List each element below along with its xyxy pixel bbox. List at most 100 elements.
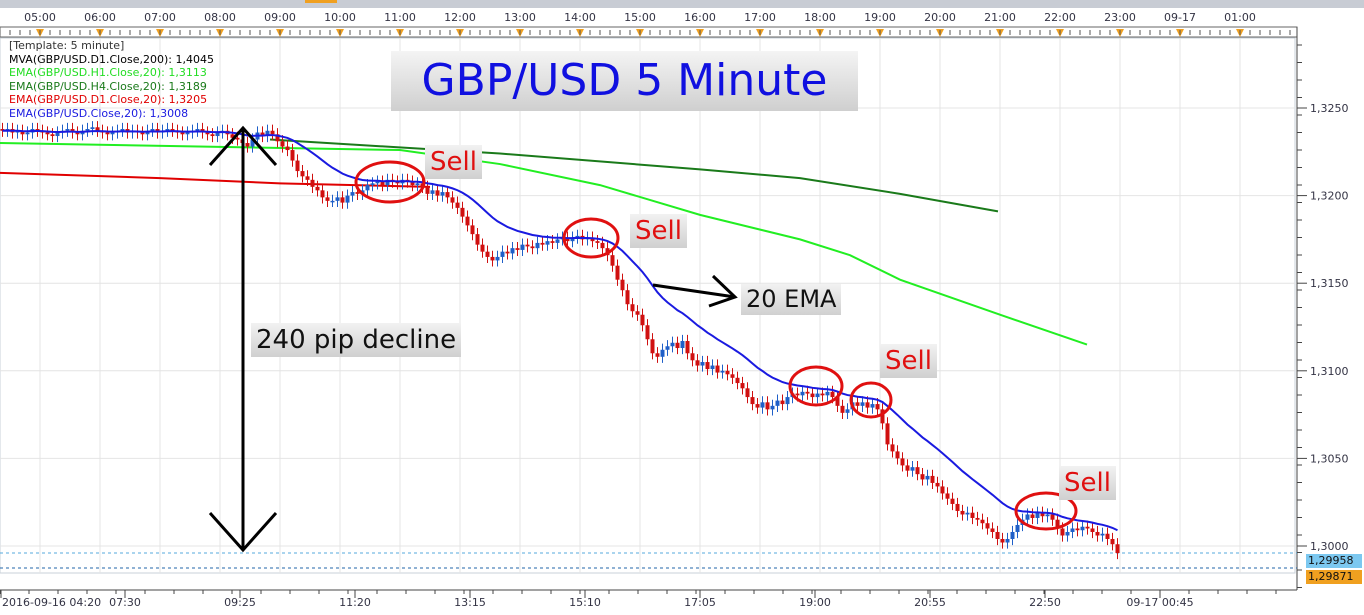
candle-body xyxy=(810,393,815,398)
candle-body xyxy=(555,239,560,243)
candle-body xyxy=(165,129,170,131)
candle-body xyxy=(785,397,790,405)
candle-body xyxy=(640,314,645,326)
candle-body xyxy=(1065,531,1070,536)
candle-body xyxy=(545,241,550,245)
legend-item: MVA(GBP/USD.D1.Close,200): 1,4045 xyxy=(9,52,214,66)
candle-body xyxy=(340,197,345,203)
candle-body xyxy=(505,251,510,254)
candle-body xyxy=(525,244,530,247)
candle-body xyxy=(540,242,545,245)
candle-body xyxy=(985,523,990,529)
bottom-time-label: 09-17 00:45 xyxy=(1126,596,1193,609)
current-bid-tag: 1,29958 xyxy=(1306,554,1362,568)
candle-body xyxy=(55,132,60,137)
candle-body xyxy=(920,474,925,480)
candle-body xyxy=(310,179,315,187)
candle-body xyxy=(645,325,650,340)
candle-body xyxy=(845,409,850,413)
candle-body xyxy=(120,129,125,131)
candle-body xyxy=(520,244,525,250)
candle-body xyxy=(635,311,640,315)
candle-body xyxy=(780,400,785,405)
top-time-label: 15:00 xyxy=(624,11,656,24)
candle-body xyxy=(690,353,695,361)
candle-body xyxy=(680,341,685,349)
chart-title: GBP/USD 5 Minute xyxy=(391,51,858,111)
price-axis-label: 1,3000 xyxy=(1310,540,1349,553)
candle-body xyxy=(410,181,415,186)
top-time-label: 01:00 xyxy=(1224,11,1256,24)
candle-body xyxy=(770,405,775,410)
candle-body xyxy=(205,132,210,135)
candle-body xyxy=(260,132,265,137)
candle-body xyxy=(85,129,90,131)
candle-body xyxy=(1000,538,1005,543)
legend-item: EMA(GBP/USD.H4.Close,20): 1,3189 xyxy=(9,79,207,93)
candle-body xyxy=(440,192,445,196)
candle-body xyxy=(90,127,95,130)
candle-body xyxy=(510,248,515,254)
candle-body xyxy=(365,185,370,191)
candle-body xyxy=(595,241,600,243)
candle-body xyxy=(1025,514,1030,520)
candle-body xyxy=(195,129,200,131)
candle-body xyxy=(930,475,935,483)
candle-body xyxy=(890,444,895,452)
candle-body xyxy=(755,404,760,408)
top-time-label: 16:00 xyxy=(684,11,716,24)
candle-body xyxy=(805,391,810,394)
bottom-time-label: 17:05 xyxy=(684,596,716,609)
candle-body xyxy=(1055,519,1060,529)
top-time-label: 10:00 xyxy=(324,11,356,24)
candle-body xyxy=(995,531,1000,539)
candle-body xyxy=(1075,528,1080,531)
sell-label: Sell xyxy=(630,214,687,248)
candle-body xyxy=(900,458,905,466)
candle-body xyxy=(1080,526,1085,531)
candle-body xyxy=(765,402,770,410)
candle-body xyxy=(1010,531,1015,539)
top-time-label: 14:00 xyxy=(564,11,596,24)
candle-body xyxy=(980,519,985,524)
candle-body xyxy=(245,143,250,147)
candle-body xyxy=(1030,514,1035,518)
toolbar-marker xyxy=(305,0,337,3)
candle-body xyxy=(1110,538,1115,545)
candle-body xyxy=(570,237,575,242)
candle-body xyxy=(500,251,505,257)
candle-body xyxy=(485,251,490,257)
top-time-label: 21:00 xyxy=(984,11,1016,24)
candle-body xyxy=(1100,533,1105,536)
candle-body xyxy=(705,362,710,370)
candle-body xyxy=(935,482,940,487)
candle-body xyxy=(1115,544,1120,554)
bottom-time-label: 20:55 xyxy=(914,596,946,609)
top-time-label: 09:00 xyxy=(264,11,296,24)
candle-body xyxy=(210,134,215,137)
top-time-label: 11:00 xyxy=(384,11,416,24)
candle-body xyxy=(1070,528,1075,532)
top-time-label: 17:00 xyxy=(744,11,776,24)
decline-label: 240 pip decline xyxy=(251,323,462,357)
candle-body xyxy=(150,129,155,131)
candle-body xyxy=(620,279,625,291)
candle-body xyxy=(615,265,620,280)
candle-body xyxy=(945,493,950,499)
top-time-label: 06:00 xyxy=(84,11,116,24)
bottom-time-label: 09:25 xyxy=(224,596,256,609)
candle-body xyxy=(370,183,375,186)
bottom-time-label: 07:30 xyxy=(109,596,141,609)
candle-body xyxy=(915,467,920,475)
candle-body xyxy=(880,409,885,424)
candle-body xyxy=(575,235,580,238)
candle-body xyxy=(975,517,980,520)
candle-body xyxy=(1035,512,1040,518)
top-time-label: 20:00 xyxy=(924,11,956,24)
top-time-label: 05:00 xyxy=(24,11,56,24)
top-time-strip xyxy=(0,26,1298,38)
candle-body xyxy=(590,237,595,242)
candle-body xyxy=(305,176,310,180)
top-time-label: 09-17 xyxy=(1164,11,1196,24)
